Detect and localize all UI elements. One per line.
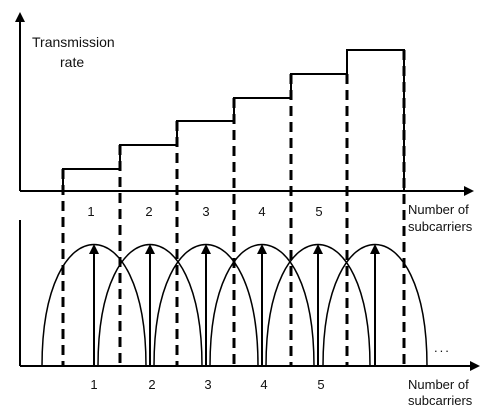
upper-band-label-5: 5 [315, 204, 322, 219]
upper-x-axis-title-line2: subcarriers [408, 219, 473, 234]
lower-band-label-1: 1 [90, 377, 97, 392]
upper-band-label-4: 4 [258, 204, 265, 219]
lower-band-label-5: 5 [317, 377, 324, 392]
upper-x-axis-title-line1: Number of [408, 202, 469, 217]
lower-band-label-4: 4 [260, 377, 267, 392]
lower-x-axis-title-line2: subcarriers [408, 393, 473, 407]
lower-x-axis-title-line1: Number of [408, 377, 469, 392]
upper-band-label-1: 1 [87, 204, 94, 219]
upper-y-axis-title-line2: rate [60, 54, 84, 70]
upper-band-label-2: 2 [145, 204, 152, 219]
more-subcarriers-ellipsis: ... [434, 340, 451, 355]
lower-band-label-2: 2 [148, 377, 155, 392]
lower-band-label-3: 3 [204, 377, 211, 392]
upper-band-label-3: 3 [202, 204, 209, 219]
upper-y-axis-title-line1: Transmission [32, 34, 115, 50]
